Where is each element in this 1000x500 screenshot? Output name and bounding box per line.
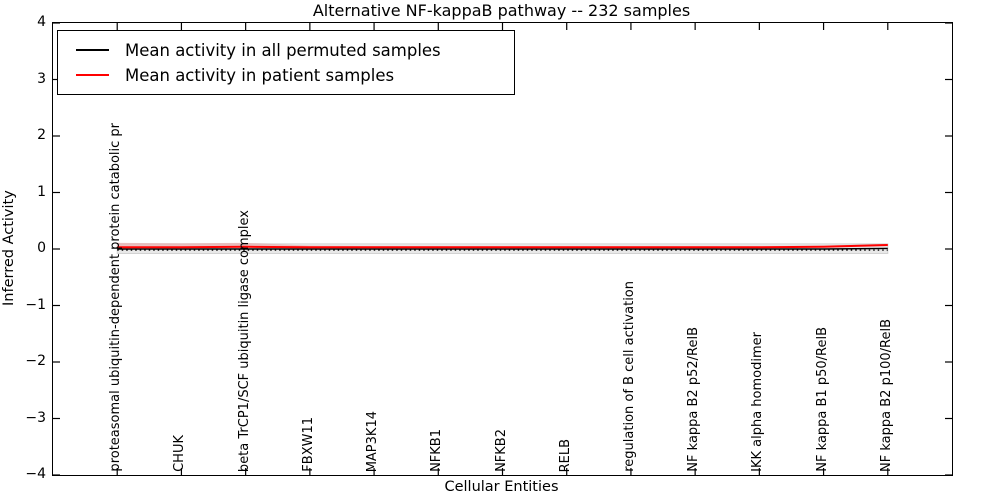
patient-std-band — [117, 242, 888, 248]
y-tick-label: 0 — [37, 240, 46, 256]
y-tick-label: 2 — [37, 127, 46, 143]
legend-item: Mean activity in patient samples — [58, 66, 514, 85]
x-category-label: MAP3K14 — [365, 410, 381, 472]
x-category-label: RELB — [557, 438, 573, 472]
x-category-label: proteasomal ubiquitin-dependent protein … — [108, 123, 124, 472]
x-category-label: beta TrCP1/SCF ubiquitin ligase complex — [236, 209, 252, 472]
legend-item-label: Mean activity in all permuted samples — [125, 40, 441, 60]
x-category-label: NFKB1 — [429, 429, 445, 472]
y-tick-label: −2 — [25, 353, 46, 369]
legend-line-sample — [76, 74, 109, 76]
y-tick-label: 3 — [37, 70, 46, 87]
y-tick-label: −4 — [25, 466, 46, 482]
chart-canvas — [53, 23, 952, 475]
x-category-label: regulation of B cell activation — [621, 281, 637, 472]
x-category-label: FBXW11 — [300, 417, 316, 472]
y-tick-label: −3 — [25, 409, 46, 426]
y-tick-label: −1 — [25, 296, 46, 313]
x-category-label: CHUK — [172, 435, 188, 472]
plot-area: proteasomal ubiquitin-dependent protein … — [52, 22, 953, 476]
legend-box: Mean activity in all permuted samples Mea… — [57, 30, 515, 95]
legend-item-label: Mean activity in patient samples — [125, 65, 395, 85]
legend-line-sample — [76, 49, 109, 51]
series-mean-activity-in-patient-samples — [117, 244, 888, 249]
x-axis-label: Cellular Entities — [444, 479, 559, 495]
x-category-label: NFKB2 — [493, 429, 509, 472]
chart-title: Alternative NF-kappaB pathway -- 232 sam… — [312, 1, 691, 20]
y-tick-label: 4 — [37, 14, 46, 30]
x-category-label: NF kappa B2 p100/RelB — [878, 319, 894, 472]
y-tick-label: 1 — [37, 183, 46, 200]
x-category-label: NF kappa B1 p50/RelB — [814, 327, 830, 472]
series-mean-activity-in-all-permuted-samples — [117, 247, 888, 250]
x-category-label: IKK alpha homodimer — [750, 332, 766, 472]
x-category-label: NF kappa B2 p52/RelB — [686, 327, 702, 472]
legend-item: Mean activity in all permuted samples — [58, 41, 514, 60]
